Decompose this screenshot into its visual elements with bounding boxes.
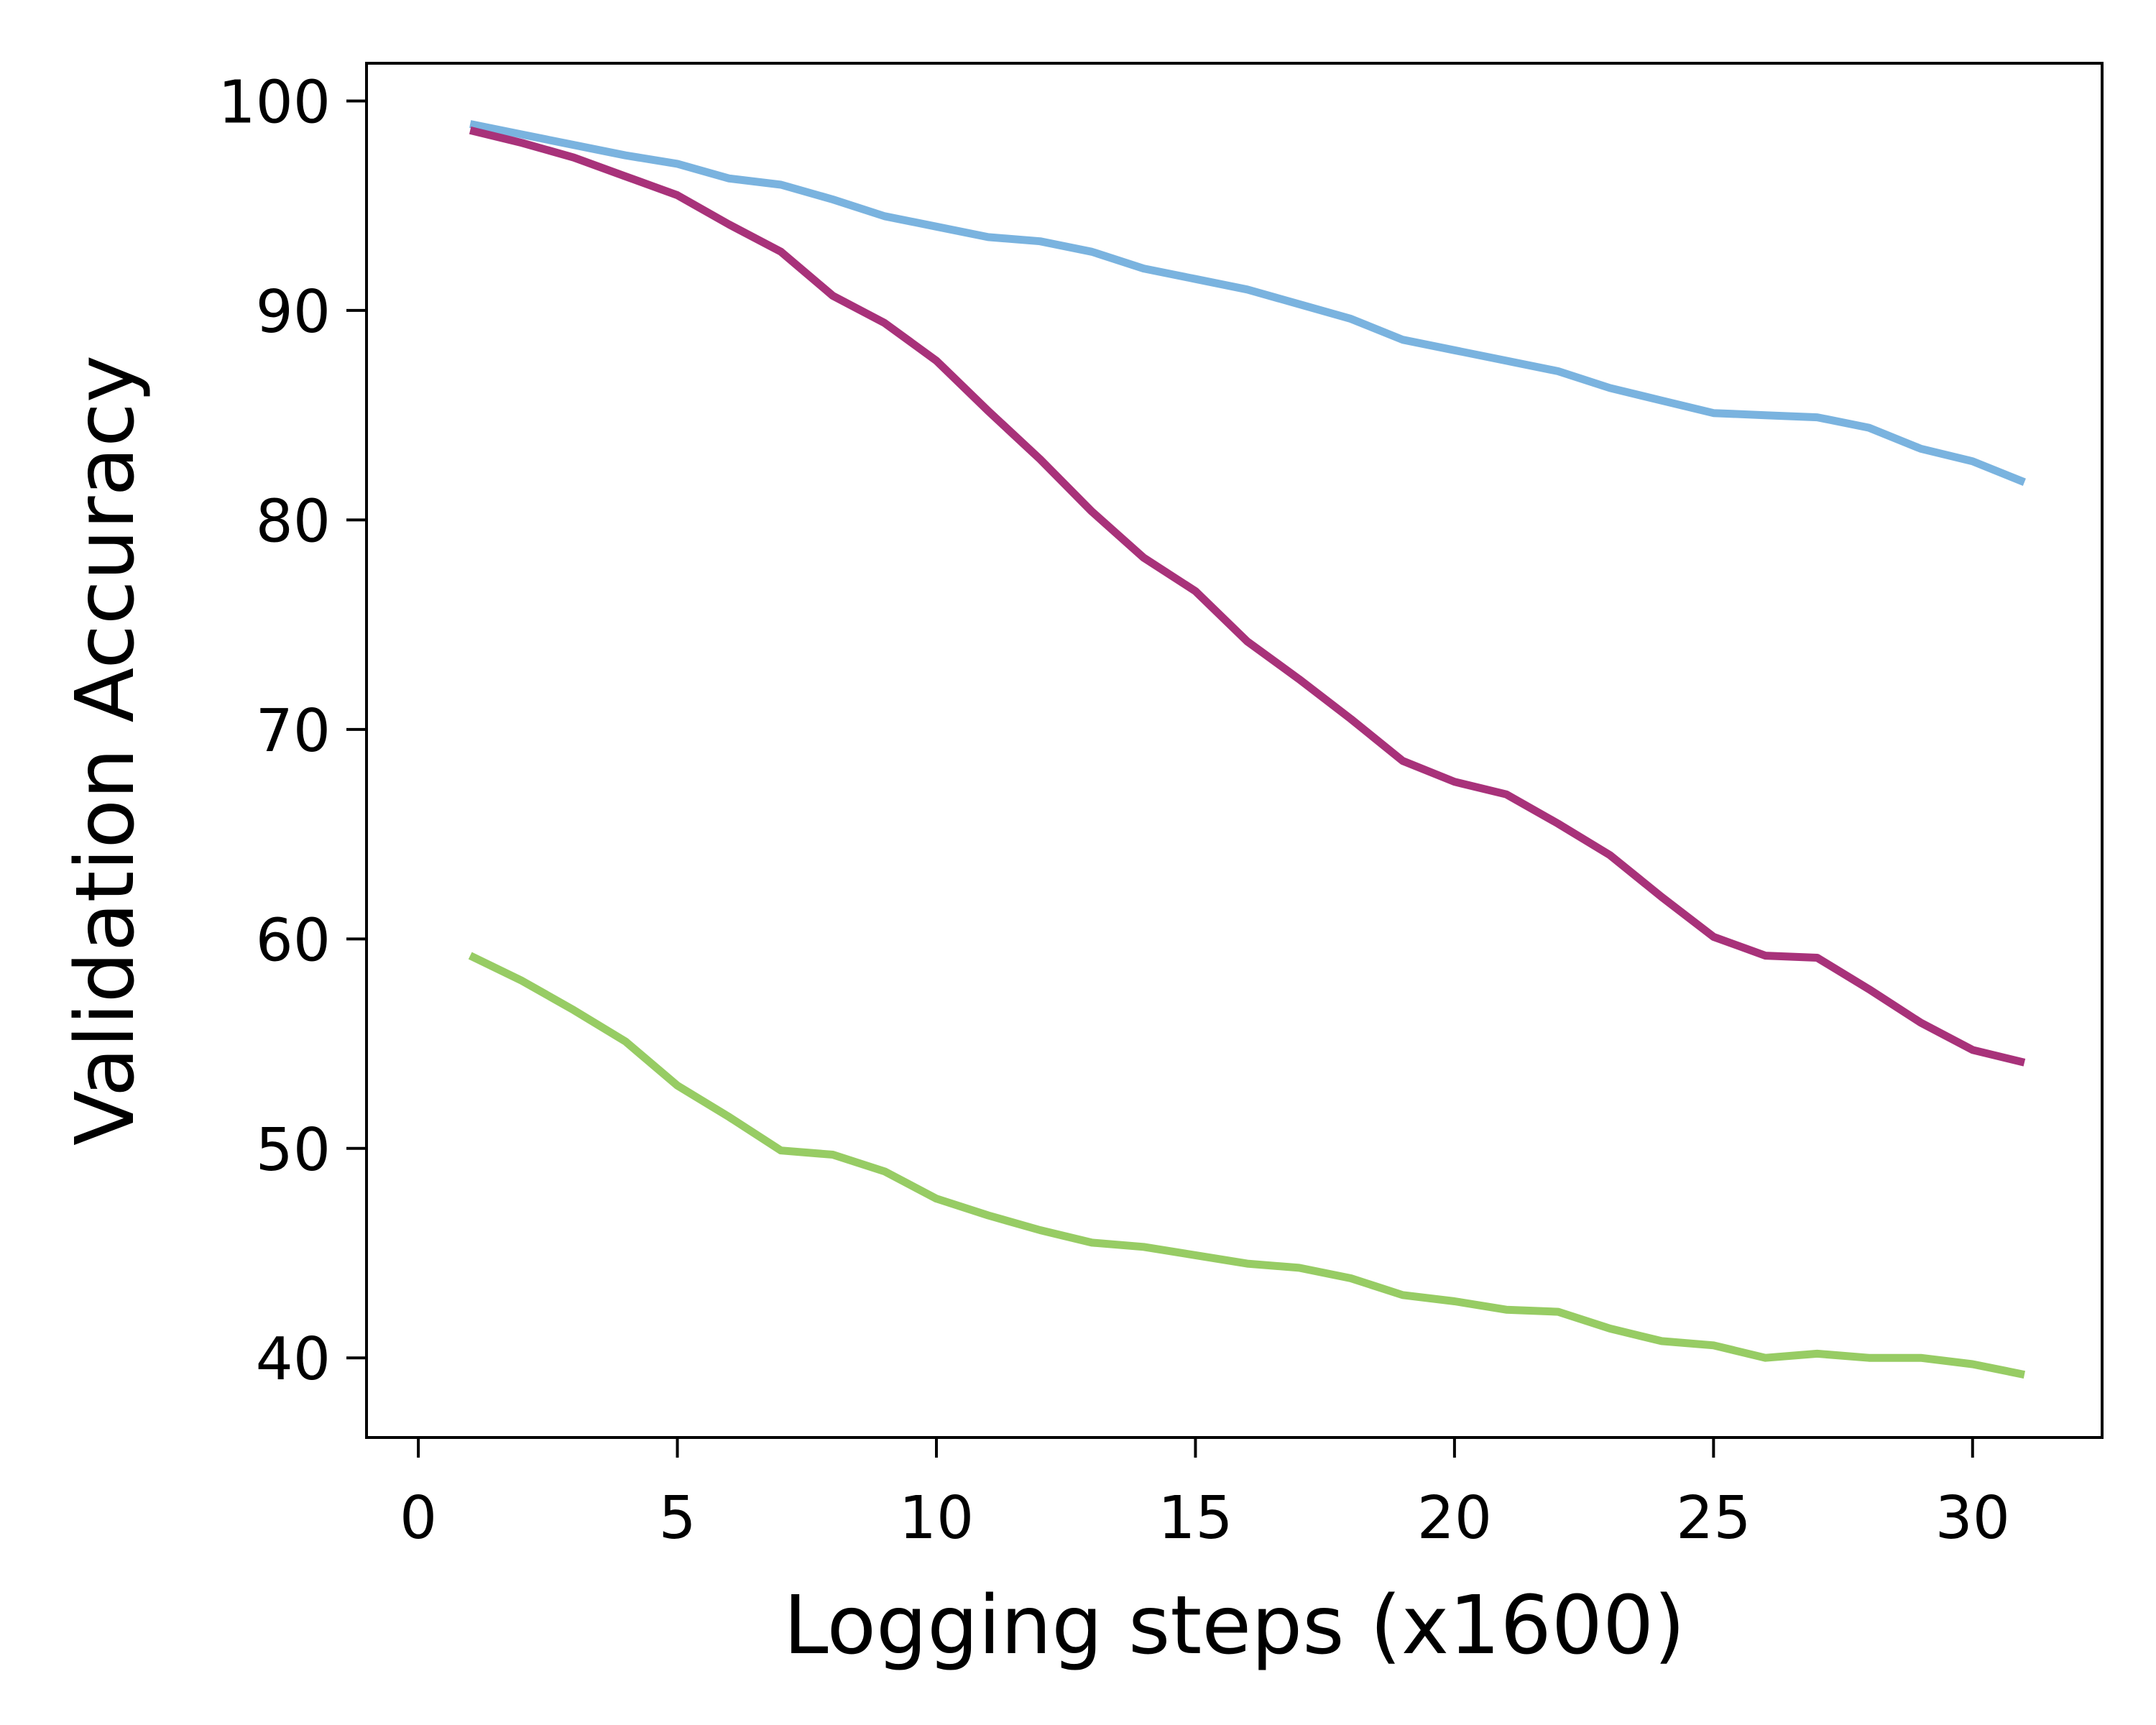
x-tick-label: 0 <box>400 1484 437 1552</box>
x-tick-label: 15 <box>1158 1484 1233 1552</box>
y-axis-label: Validation Accuracy <box>59 355 152 1146</box>
x-tick-label: 20 <box>1417 1484 1492 1552</box>
y-tick-label: 50 <box>256 1116 331 1184</box>
y-tick-label: 40 <box>256 1325 331 1394</box>
x-tick-label: 25 <box>1676 1484 1751 1552</box>
y-axis-ticks: 40 50 60 70 80 90 100 <box>218 68 367 1394</box>
x-tick-label: 5 <box>658 1484 696 1552</box>
y-tick-label: 100 <box>218 68 331 137</box>
y-tick-label: 60 <box>256 906 331 975</box>
series-line-3 <box>468 952 2025 1379</box>
y-tick-label: 70 <box>256 697 331 765</box>
series-line-2 <box>469 126 2026 1067</box>
y-tick-label: 80 <box>256 487 331 556</box>
x-tick-label: 10 <box>899 1484 974 1552</box>
series-line-1 <box>469 120 2026 487</box>
x-axis-label: Logging steps (x1600) <box>783 1579 1685 1673</box>
y-tick-label: 90 <box>256 278 331 346</box>
x-tick-label: 30 <box>1935 1484 2010 1552</box>
plot-frame <box>365 62 2104 1439</box>
series-layer <box>468 120 2026 1379</box>
x-axis-ticks: 0 5 10 15 20 25 30 <box>400 1438 2010 1552</box>
